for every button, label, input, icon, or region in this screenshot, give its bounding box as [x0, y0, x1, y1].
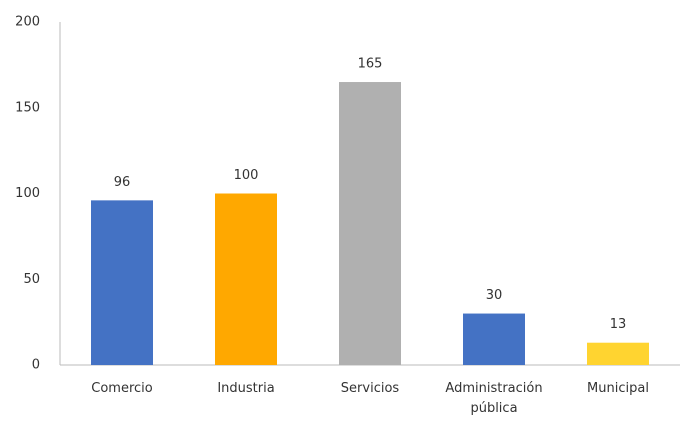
bar	[339, 82, 401, 366]
x-tick-label: Servicios	[340, 381, 400, 396]
x-tick-label: Industria	[217, 381, 275, 396]
y-tick-label: 150	[15, 100, 40, 115]
x-tick-label: Administración pública	[445, 381, 543, 416]
data-label: 96	[114, 175, 131, 190]
bar	[91, 200, 153, 365]
data-label: 165	[358, 57, 383, 72]
y-tick-label: 0	[32, 358, 40, 373]
x-tick-label: Comercio	[91, 381, 153, 396]
bar	[215, 193, 277, 365]
x-tick-label: Municipal	[587, 381, 649, 396]
bar	[587, 342, 649, 365]
data-label: 13	[610, 317, 627, 332]
data-label: 100	[234, 168, 259, 183]
y-tick-label: 100	[15, 186, 40, 201]
bar	[463, 313, 525, 365]
data-label: 30	[486, 288, 503, 303]
y-tick-label: 50	[23, 272, 40, 287]
y-tick-label: 200	[15, 15, 40, 30]
